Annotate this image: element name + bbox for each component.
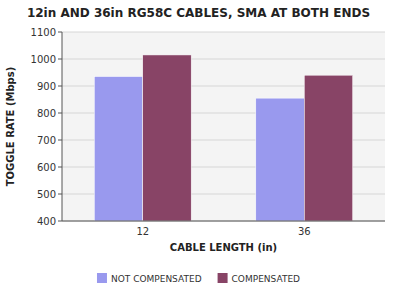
y-tick-label: 900 xyxy=(37,81,56,92)
x-axis-line xyxy=(62,221,385,222)
bar xyxy=(143,55,191,221)
bar xyxy=(256,98,304,221)
y-tick-label: 500 xyxy=(37,189,56,200)
x-tick-label: 12 xyxy=(136,226,149,237)
y-axis-label: TOGGLE RATE (Mbps) xyxy=(5,67,16,187)
y-tick xyxy=(58,59,62,60)
y-tick xyxy=(58,32,62,33)
title: 12in AND 36in RG58C CABLES, SMA AT BOTH … xyxy=(27,6,370,20)
y-tick-label: 800 xyxy=(37,108,56,119)
y-tick-label: 600 xyxy=(37,162,56,173)
y-tick xyxy=(58,113,62,114)
plot-background xyxy=(62,32,385,221)
grid-line xyxy=(62,59,385,60)
legend-label: NOT COMPENSATED xyxy=(111,274,202,284)
legend: NOT COMPENSATED COMPENSATED xyxy=(97,273,300,284)
bar xyxy=(94,77,142,221)
grid-line xyxy=(62,32,385,33)
grid-line xyxy=(62,221,385,222)
bar xyxy=(304,75,352,221)
y-tick-label: 1100 xyxy=(31,27,56,38)
y-tick-label: 1000 xyxy=(31,54,56,65)
chart-container: 12in AND 36in RG58C CABLES, SMA AT BOTH … xyxy=(0,0,397,291)
x-tick-label: 36 xyxy=(298,226,311,237)
chart-svg: 12in AND 36in RG58C CABLES, SMA AT BOTH … xyxy=(0,0,397,291)
y-tick-label: 400 xyxy=(37,216,56,227)
grid xyxy=(62,32,385,221)
y-tick xyxy=(58,140,62,141)
y-axis: 400 500 600 700 800 900 1000 1100 xyxy=(31,27,62,227)
y-tick-label: 700 xyxy=(37,135,56,146)
y-tick xyxy=(58,167,62,168)
y-tick xyxy=(58,194,62,195)
legend-swatch xyxy=(218,273,228,283)
bars xyxy=(94,55,352,221)
legend-label: COMPENSATED xyxy=(232,274,301,284)
y-tick xyxy=(58,221,62,222)
legend-swatch xyxy=(97,273,107,283)
y-axis-line xyxy=(62,32,63,221)
x-axis-label: CABLE LENGTH (in) xyxy=(170,242,277,253)
y-tick xyxy=(58,86,62,87)
